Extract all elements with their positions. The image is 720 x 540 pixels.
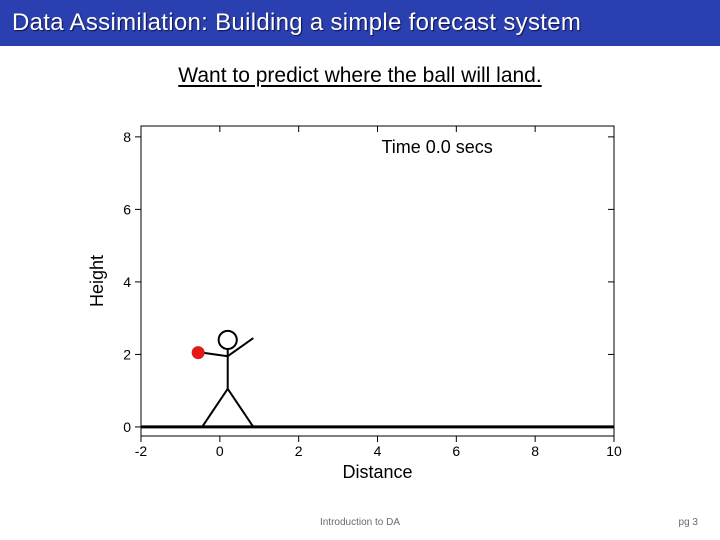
svg-text:2: 2 bbox=[295, 443, 303, 459]
svg-text:8: 8 bbox=[531, 443, 539, 459]
svg-text:Height: Height bbox=[87, 255, 107, 307]
chart: -2024681002468DistanceHeightTime 0.0 sec… bbox=[86, 118, 626, 480]
svg-text:8: 8 bbox=[123, 129, 131, 145]
svg-text:2: 2 bbox=[123, 346, 131, 362]
svg-text:0: 0 bbox=[216, 443, 224, 459]
svg-text:Time 0.0 secs: Time 0.0 secs bbox=[381, 137, 492, 157]
footer-page: pg 3 bbox=[679, 517, 698, 528]
slide: Data Assimilation: Building a simple for… bbox=[0, 0, 720, 540]
svg-text:4: 4 bbox=[123, 274, 131, 290]
svg-text:10: 10 bbox=[606, 443, 622, 459]
footer-center: Introduction to DA bbox=[0, 517, 720, 528]
slide-subtitle: Want to predict where the ball will land… bbox=[0, 64, 720, 88]
slide-title: Data Assimilation: Building a simple for… bbox=[12, 9, 581, 37]
svg-text:6: 6 bbox=[452, 443, 460, 459]
svg-text:Distance: Distance bbox=[342, 462, 412, 480]
svg-text:0: 0 bbox=[123, 419, 131, 435]
title-bar: Data Assimilation: Building a simple for… bbox=[0, 0, 720, 46]
svg-text:-2: -2 bbox=[135, 443, 148, 459]
svg-text:6: 6 bbox=[123, 201, 131, 217]
svg-text:4: 4 bbox=[374, 443, 382, 459]
chart-svg: -2024681002468DistanceHeightTime 0.0 sec… bbox=[86, 118, 626, 480]
